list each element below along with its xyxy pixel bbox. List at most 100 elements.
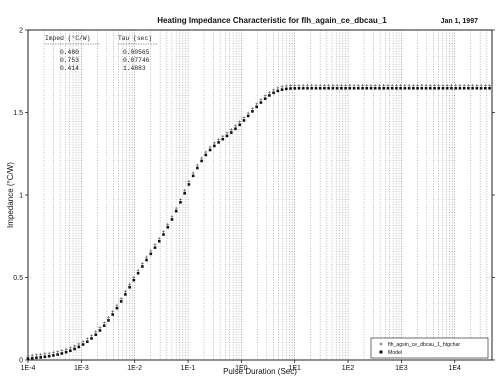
- legend-label-measured: flh_agsin_ce_dbcau_1_htgchar: [388, 342, 460, 348]
- data-point-square: [416, 86, 419, 90]
- data-point-square: [166, 225, 170, 229]
- data-point-plus: [458, 83, 462, 87]
- data-point-square: [361, 86, 364, 90]
- data-point-plus: [128, 282, 132, 286]
- data-point-square: [475, 86, 479, 90]
- data-point-plus: [416, 83, 419, 87]
- data-point-square: [386, 86, 390, 90]
- data-point-plus: [217, 138, 220, 141]
- data-point-plus: [301, 83, 305, 87]
- legend-plus-marker: [379, 342, 383, 346]
- data-point-plus: [115, 303, 119, 307]
- data-point-plus: [140, 262, 144, 265]
- data-point-plus: [471, 83, 475, 87]
- data-point-plus: [386, 83, 390, 87]
- data-point-square: [382, 86, 385, 90]
- legend-square-marker: [379, 350, 383, 354]
- data-point-plus: [157, 236, 161, 240]
- data-point-plus: [331, 83, 335, 87]
- data-point-square: [297, 86, 301, 90]
- data-point-plus: [352, 83, 356, 87]
- data-point-square: [344, 86, 347, 90]
- data-point-square: [276, 89, 280, 93]
- data-point-plus: [267, 91, 271, 94]
- data-point-square: [225, 134, 229, 138]
- data-point-square: [412, 86, 415, 90]
- x-tick-label: 1E-1: [181, 365, 196, 372]
- data-point-plus: [297, 83, 301, 87]
- data-point-plus: [162, 230, 165, 233]
- data-point-square: [94, 333, 98, 337]
- data-point-plus: [52, 351, 55, 354]
- data-point-plus: [47, 351, 51, 355]
- data-point-plus: [407, 83, 411, 87]
- table-cell-imped-2: 0.753: [60, 57, 79, 64]
- data-point-plus: [280, 85, 284, 89]
- x-tick-label: 1E1: [288, 365, 301, 372]
- table-header-imped: Imped (°C/W): [45, 34, 90, 42]
- data-point-plus: [170, 215, 174, 218]
- data-point-plus: [238, 120, 242, 124]
- data-point-square: [47, 354, 51, 358]
- data-point-plus: [462, 83, 466, 87]
- data-point-square: [441, 86, 445, 90]
- legend: flh_agsin_ce_dbcau_1_htgchar Model: [370, 337, 489, 359]
- data-point-square: [471, 86, 474, 90]
- y-tick-label: 2: [19, 28, 23, 35]
- data-point-square: [424, 86, 428, 90]
- data-point-square: [217, 141, 220, 144]
- data-point-square: [145, 258, 148, 262]
- data-point-plus: [272, 88, 276, 92]
- series-measured: [26, 83, 491, 357]
- data-point-square: [119, 300, 123, 303]
- x-axis-ticks: 1E-4 1E-3 1E-2 1E-1 1E0 1E1 1E2 1E3 1E4: [21, 360, 461, 372]
- data-point-plus: [183, 188, 187, 192]
- data-point-plus: [310, 83, 314, 87]
- data-point-square: [450, 86, 453, 90]
- data-point-square: [467, 86, 470, 90]
- data-point-plus: [441, 83, 445, 87]
- data-point-square: [323, 86, 326, 90]
- data-point-plus: [68, 346, 72, 350]
- data-point-square: [157, 239, 161, 243]
- x-tick-label: 1E-3: [74, 365, 89, 372]
- data-point-square: [132, 278, 136, 282]
- data-point-plus: [445, 83, 449, 87]
- data-point-plus: [289, 84, 292, 87]
- data-point-plus: [314, 83, 318, 87]
- data-point-plus: [56, 350, 60, 353]
- model-parameter-table: Imped (°C/W) Tau (sec) 0.480 0.00565 0.7…: [45, 34, 158, 72]
- data-point-square: [162, 233, 165, 236]
- data-point-plus: [60, 349, 64, 352]
- data-point-plus: [26, 354, 30, 357]
- data-point-plus: [361, 83, 364, 87]
- data-point-plus: [437, 83, 441, 87]
- table-header-tau: Tau (sec): [118, 35, 152, 42]
- data-point-square: [272, 91, 275, 95]
- data-point-square: [191, 174, 195, 178]
- data-point-square: [35, 356, 38, 360]
- data-point-plus: [107, 315, 110, 319]
- data-point-plus: [111, 310, 115, 313]
- data-point-plus: [450, 83, 453, 87]
- data-point-plus: [98, 326, 102, 329]
- legend-box: [370, 337, 489, 359]
- data-point-square: [238, 123, 242, 127]
- data-point-square: [179, 201, 182, 204]
- data-point-square: [200, 159, 203, 163]
- data-point-plus: [394, 83, 398, 87]
- data-point-square: [170, 218, 174, 221]
- y-tick-label: 1: [19, 193, 23, 200]
- y-axis-ticks: 0 0.5 1 1.5 2: [13, 28, 495, 365]
- data-point-plus: [306, 83, 309, 87]
- data-point-plus: [191, 171, 195, 175]
- data-point-square: [268, 94, 271, 97]
- data-point-square: [204, 153, 208, 157]
- data-point-square: [433, 86, 436, 90]
- data-point-plus: [85, 337, 89, 341]
- data-point-square: [403, 86, 407, 90]
- data-point-plus: [263, 94, 267, 98]
- legend-label-model: Model: [388, 350, 402, 356]
- data-point-square: [196, 166, 199, 170]
- data-point-plus: [454, 83, 458, 87]
